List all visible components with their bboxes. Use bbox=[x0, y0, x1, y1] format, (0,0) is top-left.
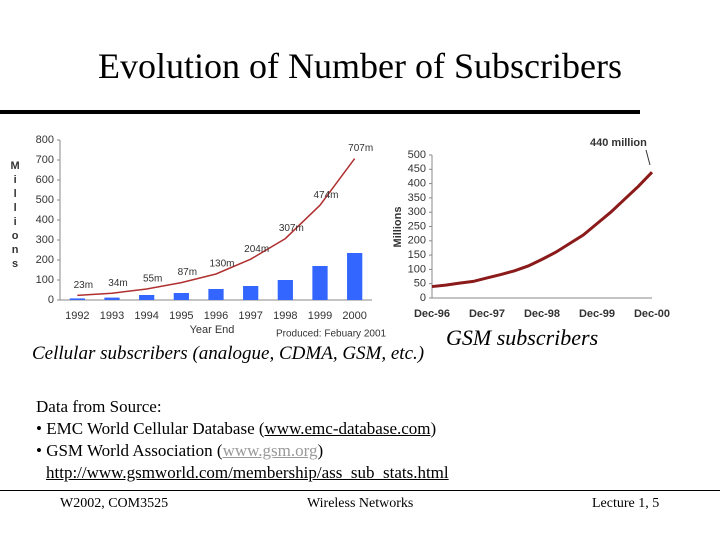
x-tick-label: Dec-97 bbox=[469, 308, 505, 320]
x-tick-label: Dec-99 bbox=[579, 308, 615, 320]
y-tick-label: 50 bbox=[414, 278, 426, 290]
x-tick-label: Dec-98 bbox=[524, 308, 560, 320]
bar bbox=[347, 253, 363, 300]
x-tick-label: 1996 bbox=[204, 310, 228, 322]
data-label: 474m bbox=[313, 190, 338, 201]
bar bbox=[69, 298, 85, 300]
x-tick-label: 1998 bbox=[273, 310, 297, 322]
source-text: EMC World Cellular Database ( bbox=[46, 419, 265, 438]
data-label: 23m bbox=[74, 280, 93, 291]
data-label: 130m bbox=[209, 259, 234, 270]
y-tick-label: 500 bbox=[36, 194, 54, 206]
y-tick-label: 250 bbox=[408, 220, 426, 232]
annotation: Produced: Febuary 2001 bbox=[276, 329, 387, 340]
y-tick-label: 200 bbox=[408, 235, 426, 247]
bar bbox=[104, 297, 120, 300]
data-label: 34m bbox=[108, 278, 127, 289]
source-item: • GSM World Association (www.gsm.org) bbox=[36, 441, 324, 460]
footer-rule bbox=[0, 490, 720, 491]
y-tick-label: 0 bbox=[48, 294, 54, 306]
y-tick-label: 450 bbox=[408, 163, 426, 175]
x-tick-label: Dec-96 bbox=[414, 308, 450, 320]
data-label: 707m bbox=[348, 143, 373, 154]
annotation: 440 million bbox=[590, 137, 647, 149]
y-tick-label: 300 bbox=[36, 234, 54, 246]
source-text: GSM World Association ( bbox=[46, 441, 223, 460]
y-tick-label: 0 bbox=[420, 292, 426, 304]
source-heading: Data from Source: bbox=[36, 397, 162, 416]
y-axis-label: Millions bbox=[9, 160, 21, 272]
y-tick-label: 100 bbox=[36, 274, 54, 286]
y-tick-label: 400 bbox=[36, 214, 54, 226]
link[interactable]: www.gsm.org bbox=[222, 441, 318, 460]
x-tick-label: 1997 bbox=[238, 310, 262, 322]
y-tick-label: 600 bbox=[36, 174, 54, 186]
source-item: http://www.gsmworld.com/membership/ass_s… bbox=[36, 462, 449, 484]
source-item: • EMC World Cellular Database (www.emc-d… bbox=[36, 419, 437, 438]
data-label: 307m bbox=[279, 223, 304, 234]
link[interactable]: http://www.gsmworld.com/membership/ass_s… bbox=[46, 463, 449, 482]
caption-left: Cellular subscribers (analogue, CDMA, GS… bbox=[32, 343, 425, 364]
x-tick-label: 1999 bbox=[308, 310, 332, 322]
data-label: 87m bbox=[178, 267, 197, 278]
y-tick-label: 500 bbox=[408, 149, 426, 161]
source-text: ) bbox=[430, 419, 437, 438]
footer-left: W2002, COM3525 bbox=[60, 496, 169, 511]
source-text: ) bbox=[317, 441, 324, 460]
y-tick-label: 800 bbox=[36, 134, 54, 146]
x-tick-label: 1994 bbox=[134, 310, 158, 322]
link[interactable]: www.emc-database.com bbox=[264, 419, 431, 438]
sources: Data from Source: • EMC World Cellular D… bbox=[36, 396, 449, 484]
footer-right: Lecture 1, 5 bbox=[592, 496, 660, 511]
y-tick-label: 700 bbox=[36, 154, 54, 166]
x-tick-label: 2000 bbox=[342, 310, 366, 322]
bar bbox=[312, 266, 328, 300]
bar bbox=[277, 280, 293, 300]
y-axis-label: Millions bbox=[392, 207, 404, 248]
caption-right: GSM subscribers bbox=[446, 325, 599, 350]
y-tick-label: 300 bbox=[408, 206, 426, 218]
x-tick-label: Dec-00 bbox=[634, 308, 670, 320]
bar bbox=[173, 293, 189, 300]
y-tick-label: 400 bbox=[408, 178, 426, 190]
slide-title: Evolution of Number of Subscribers bbox=[98, 46, 622, 86]
y-tick-label: 100 bbox=[408, 263, 426, 275]
bar bbox=[139, 295, 155, 300]
x-axis-label: Year End bbox=[190, 324, 235, 336]
y-tick-label: 350 bbox=[408, 192, 426, 204]
data-label: 204m bbox=[244, 244, 269, 255]
x-tick-label: 1992 bbox=[65, 310, 89, 322]
y-tick-label: 200 bbox=[36, 254, 54, 266]
bar bbox=[208, 289, 224, 300]
title-rule bbox=[0, 110, 640, 114]
x-tick-label: 1995 bbox=[169, 310, 193, 322]
footer-center: Wireless Networks bbox=[307, 496, 414, 511]
x-tick-label: 1993 bbox=[100, 310, 124, 322]
bar bbox=[243, 286, 259, 300]
y-tick-label: 150 bbox=[408, 249, 426, 261]
line bbox=[431, 171, 654, 289]
data-label: 55m bbox=[143, 274, 162, 285]
arrow bbox=[645, 149, 651, 166]
line bbox=[77, 158, 356, 297]
